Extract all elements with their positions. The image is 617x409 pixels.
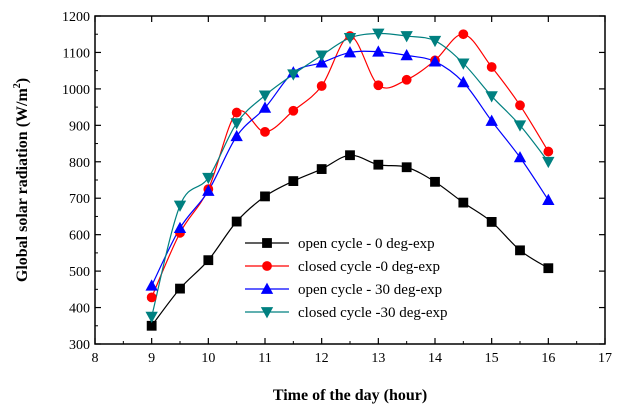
y-tick-label: 500 — [69, 265, 90, 280]
data-point-series-3 — [513, 151, 527, 163]
data-point-series-1 — [175, 283, 185, 294]
data-point-series-2 — [231, 107, 242, 118]
data-point-series-3 — [542, 193, 555, 205]
data-point-series-4 — [372, 28, 385, 40]
data-point-series-3 — [485, 114, 498, 126]
data-point-series-4 — [230, 118, 243, 130]
legend-label: open cycle - 30 deg-exp — [298, 282, 442, 298]
legend-marker — [262, 261, 272, 271]
data-point-series-3 — [400, 49, 413, 61]
data-point-series-1 — [260, 191, 270, 202]
y-axis-title-main: Global solar radiation (W/m — [14, 88, 31, 283]
y-axis-title-superscript: 2 — [12, 83, 23, 88]
y-tick-label: 1100 — [63, 46, 90, 61]
data-point-series-2 — [373, 80, 384, 91]
x-tick-label: 13 — [371, 351, 385, 366]
legend-marker — [260, 282, 274, 294]
data-point-series-3 — [457, 75, 470, 88]
y-tick-label: 700 — [69, 192, 90, 207]
data-point-series-2 — [288, 105, 299, 116]
y-tick-label: 600 — [69, 229, 90, 244]
data-point-series-2 — [486, 62, 497, 72]
x-tick-label: 17 — [598, 351, 612, 366]
data-point-series-1 — [345, 150, 355, 161]
data-point-series-1 — [401, 162, 412, 173]
data-point-series-4 — [457, 58, 470, 70]
data-point-series-4 — [485, 91, 498, 103]
data-point-series-3 — [315, 56, 328, 68]
data-point-series-4 — [287, 69, 300, 81]
y-axis-title: Global solar radiation (W/m2) — [12, 78, 31, 282]
data-point-series-3 — [428, 55, 442, 67]
data-point-series-4 — [400, 31, 413, 43]
data-point-series-4 — [343, 32, 357, 45]
data-point-series-3 — [372, 45, 385, 57]
series-markers — [145, 28, 555, 331]
x-tick-label: 14 — [428, 351, 442, 366]
y-tick-label: 800 — [69, 156, 90, 171]
data-point-series-2 — [401, 74, 412, 85]
data-point-series-2 — [458, 29, 469, 40]
data-point-series-4 — [145, 311, 158, 323]
data-point-series-2 — [146, 292, 157, 303]
data-point-series-4 — [173, 200, 187, 212]
data-point-series-2 — [515, 100, 525, 111]
data-point-series-2 — [260, 126, 270, 137]
legend-label: closed cycle -30 deg-exp — [298, 305, 448, 321]
x-tick-label: 11 — [258, 351, 271, 366]
data-point-series-3 — [145, 279, 158, 291]
y-tick-label: 1000 — [62, 83, 90, 98]
data-point-series-1 — [231, 216, 242, 227]
x-tick-label: 16 — [541, 351, 555, 366]
y-tick-label: 900 — [69, 119, 90, 134]
x-tick-label: 9 — [148, 351, 155, 366]
legend-marker — [260, 307, 274, 319]
data-point-series-1 — [288, 176, 299, 186]
legend: open cycle - 0 deg-exp closed cycle -0 de… — [245, 236, 448, 321]
y-tick-label: 300 — [69, 338, 90, 353]
x-axis-title: Time of the day (hour) — [273, 387, 427, 404]
data-point-series-3 — [258, 101, 272, 113]
data-point-series-1 — [373, 159, 384, 170]
data-point-series-4 — [315, 50, 328, 62]
data-point-series-1 — [316, 164, 327, 174]
data-point-series-3 — [173, 221, 187, 234]
data-point-series-4 — [202, 172, 215, 185]
x-tick-label: 15 — [485, 351, 499, 366]
axis-ticks: 8 9 10 11 12 13 14 15 16 17 300 400 500 600 700 800 900 1… — [62, 10, 612, 366]
legend-label: open cycle - 0 deg-exp — [298, 236, 435, 252]
data-point-series-1 — [458, 197, 469, 208]
data-point-series-1 — [543, 263, 554, 274]
legend-label: closed cycle -0 deg-exp — [298, 259, 440, 275]
data-point-series-2 — [543, 146, 554, 157]
data-point-series-3 — [343, 46, 357, 58]
data-point-series-3 — [230, 129, 243, 142]
y-tick-label: 400 — [69, 302, 90, 317]
data-point-series-2 — [316, 81, 327, 91]
y-axis-title-tail: ) — [14, 78, 31, 83]
data-point-series-1 — [515, 245, 525, 256]
legend-marker — [262, 238, 272, 248]
x-tick-label: 8 — [92, 351, 99, 366]
data-point-series-1 — [430, 176, 440, 187]
data-point-series-3 — [202, 184, 215, 196]
y-tick-label: 1200 — [62, 10, 90, 25]
data-point-series-4 — [542, 156, 555, 169]
data-point-series-1 — [203, 255, 214, 266]
x-tick-label: 12 — [315, 351, 329, 366]
x-tick-label: 10 — [201, 351, 215, 366]
data-point-series-4 — [513, 120, 527, 132]
data-point-series-1 — [486, 217, 497, 227]
data-point-series-4 — [428, 35, 442, 48]
data-point-series-4 — [258, 90, 272, 102]
